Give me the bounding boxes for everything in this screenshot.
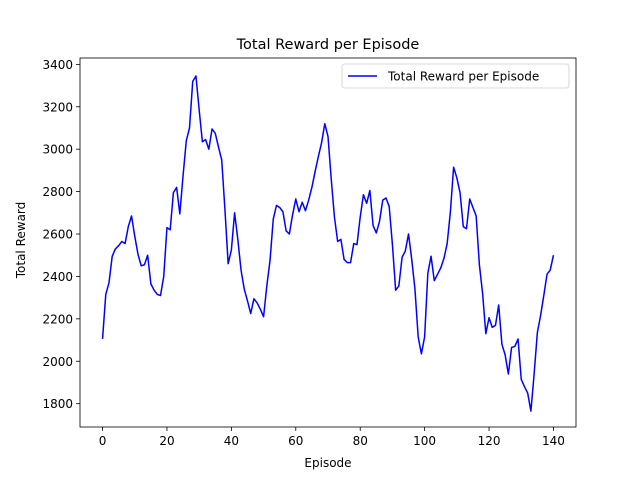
x-tick-label: 80 [353,434,368,448]
legend: Total Reward per Episode [341,63,570,89]
y-tick-label: 2400 [42,270,73,284]
y-tick-label: 1800 [42,397,73,411]
y-tick-label: 2200 [42,312,73,326]
y-tick-label: 3000 [42,143,73,157]
x-tick-label: 100 [413,434,436,448]
chart-title: Total Reward per Episode [236,37,420,53]
y-tick-label: 2600 [42,228,73,242]
y-tick-label: 2000 [42,355,73,369]
axes-frame [79,57,577,428]
x-tick-label: 0 [99,434,107,448]
series-line-0 [101,75,555,412]
y-tick-label: 3400 [42,58,73,72]
y-axis-label: Total Reward [14,202,28,280]
y-tick-label: 2800 [42,185,73,199]
x-axis-label: Episode [304,456,351,470]
y-tick-label: 3200 [42,100,73,114]
x-tick-label: 140 [542,434,565,448]
x-tick-label: 40 [224,434,239,448]
legend-entry-label: Total Reward per Episode [387,70,539,84]
x-tick-label: 20 [159,434,174,448]
plot-area: 0 20 40 60 80 100 120 140 1800 2000 2200 2400 2600 28… [42,57,577,448]
x-tick-label: 120 [478,434,501,448]
x-tick-label: 60 [288,434,303,448]
legend-box [341,63,570,89]
